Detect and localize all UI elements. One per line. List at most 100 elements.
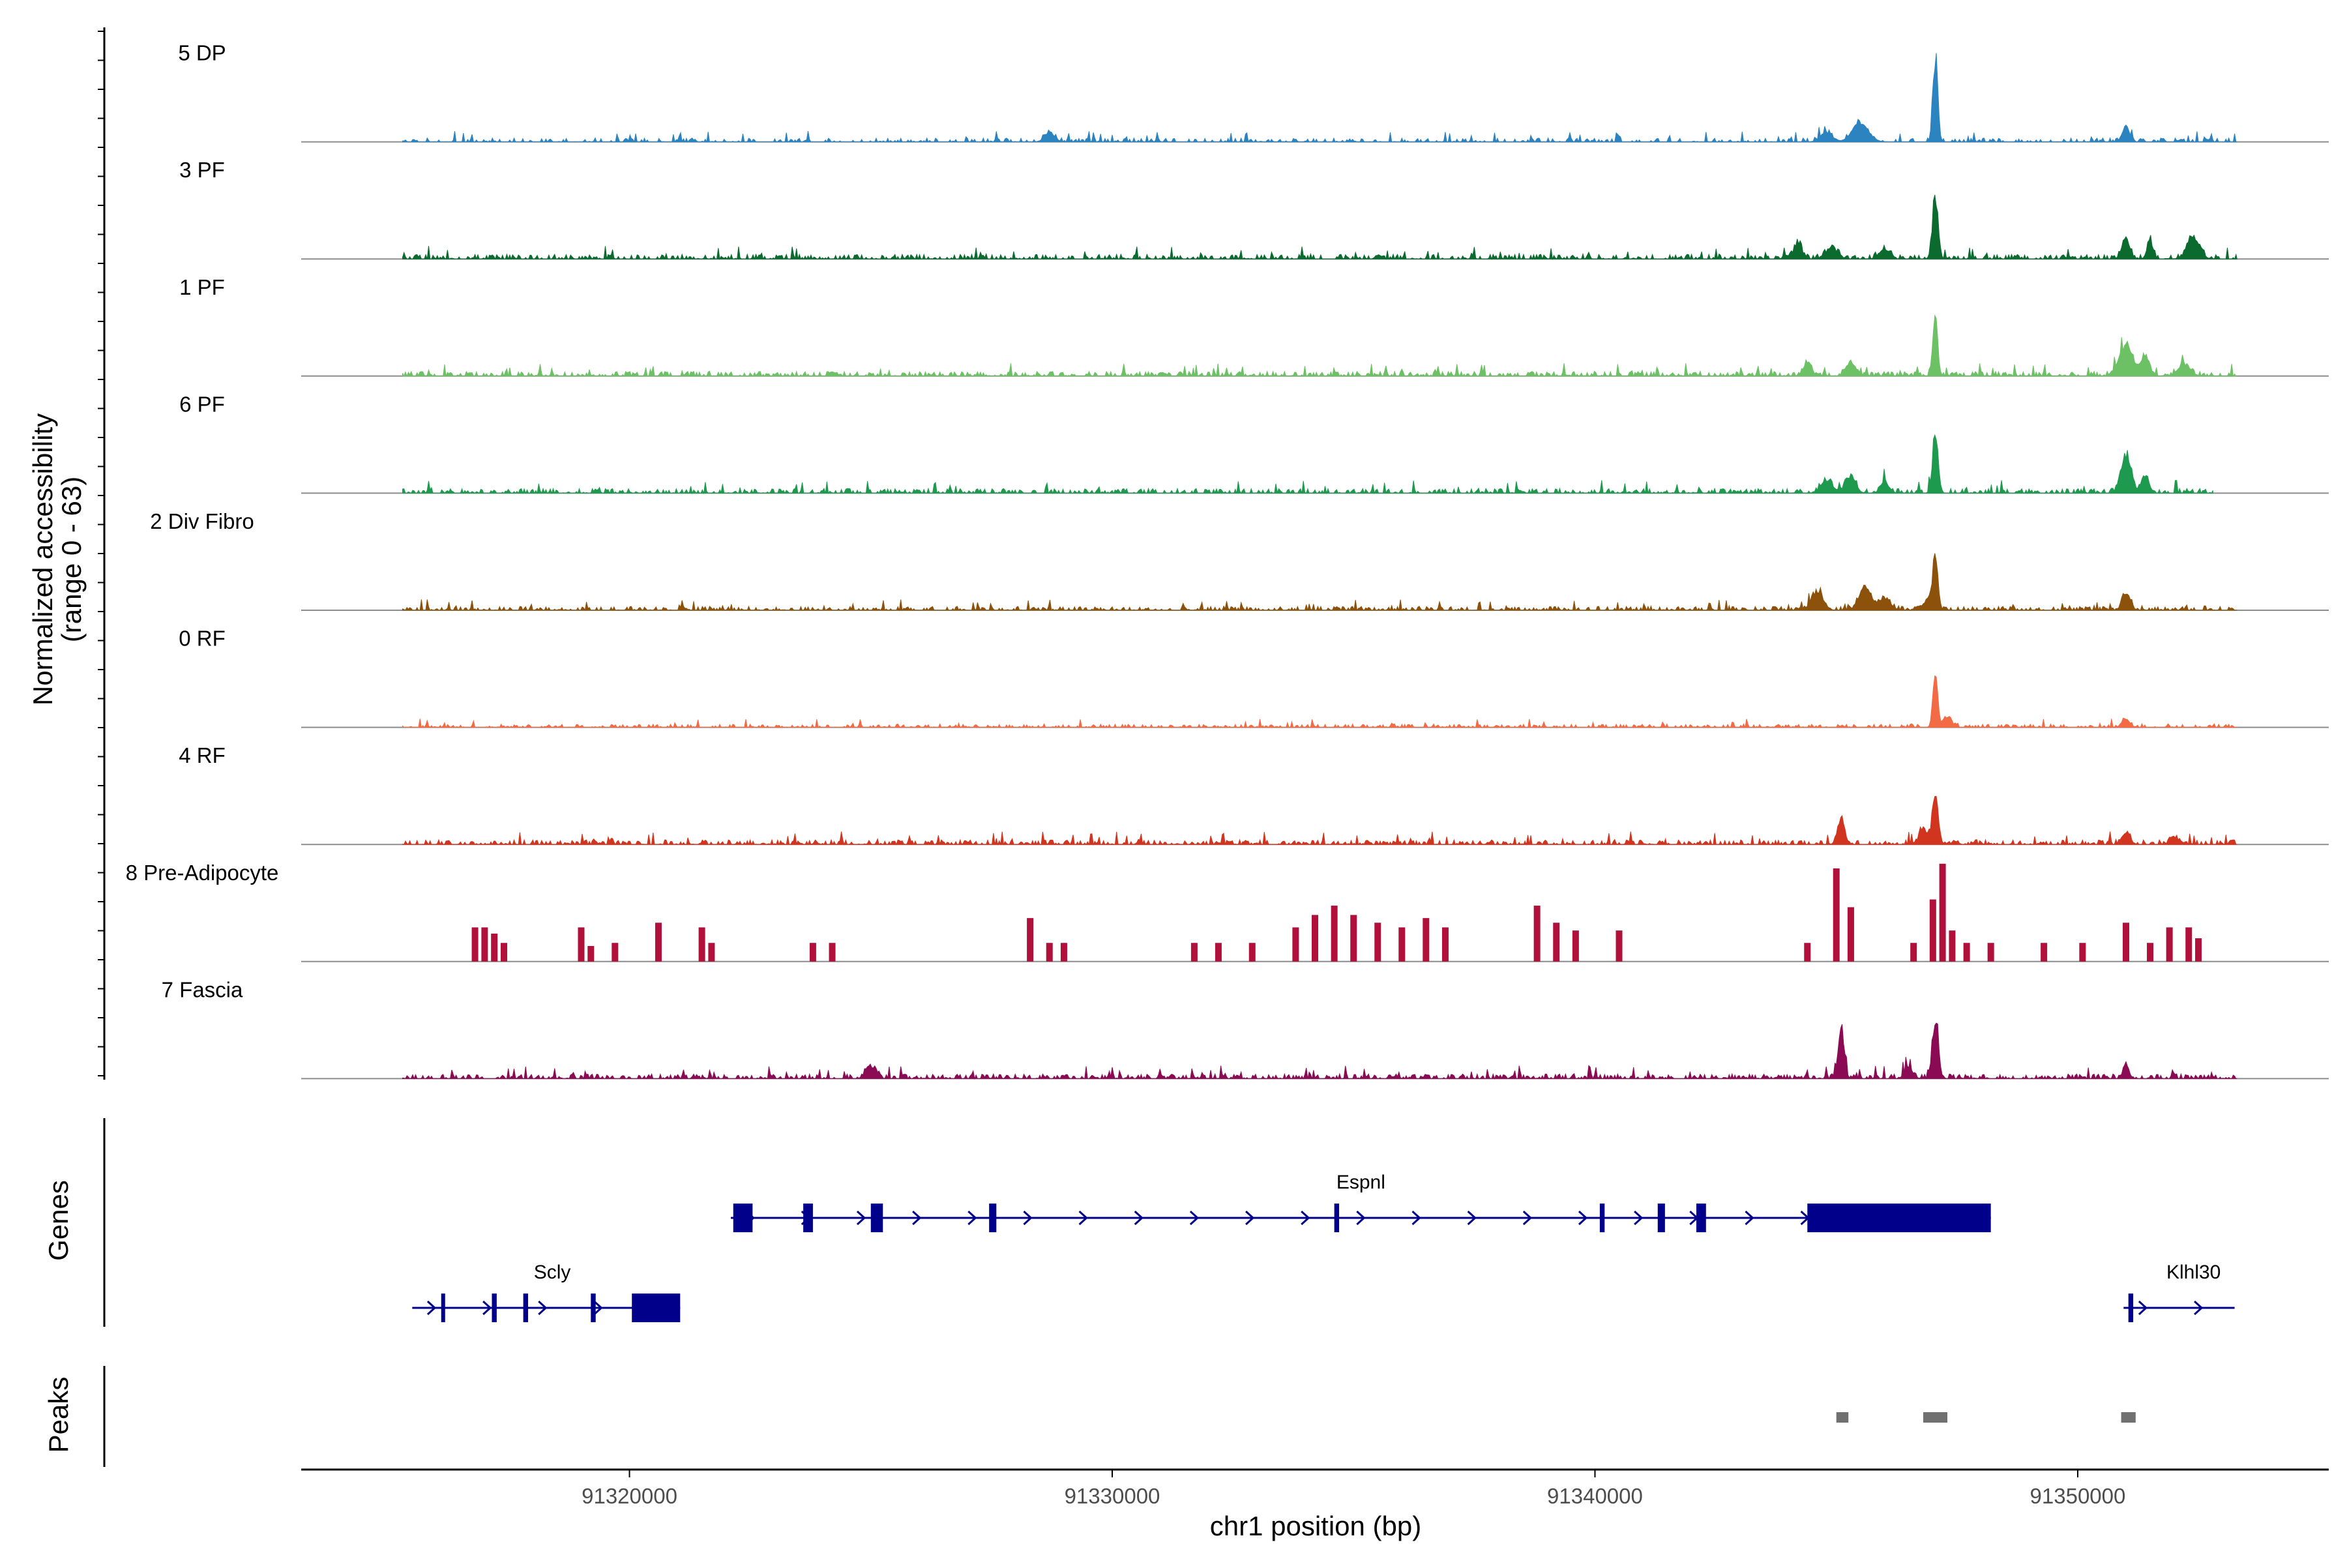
gene-label: Klhl30 — [2166, 1262, 2221, 1283]
track-8-pre-adipocyte: 8 Pre-Adipocyte — [126, 861, 2329, 962]
strand-arrow — [1189, 1210, 1200, 1226]
coverage-area — [402, 675, 2237, 729]
coverage-bar — [1215, 943, 1222, 962]
strand-arrow — [1578, 1210, 1588, 1226]
coverage-tracks: 5 DP 3 PF 1 PF 6 PF 2 Div Fibro 0 RF 4 RF 8 Pre… — [98, 27, 2329, 1080]
coverage-bar — [1398, 927, 1406, 962]
strand-arrow — [912, 1210, 922, 1226]
coverage-bar — [587, 945, 595, 962]
track-label: 2 Div Fibro — [150, 509, 254, 533]
coverage-bar — [1312, 915, 1318, 962]
strand-arrow — [1078, 1210, 1088, 1226]
coverage-area — [402, 314, 2237, 377]
coverage-bar — [1939, 863, 1946, 962]
coverage-bar — [501, 943, 507, 962]
coverage-area — [402, 553, 2237, 612]
gene-exon — [1334, 1204, 1340, 1232]
gene-exon — [1696, 1204, 1706, 1232]
strand-arrow — [1522, 1210, 1533, 1226]
coverage-bar — [1441, 927, 1449, 962]
strand-arrow — [1245, 1210, 1255, 1226]
x-axis-title: chr1 position (bp) — [1210, 1511, 1422, 1541]
gene-exon — [870, 1204, 883, 1232]
strand-arrow — [1301, 1210, 1310, 1226]
coverage-bar — [1350, 915, 1357, 962]
coverage-bar — [1616, 930, 1623, 962]
coverage-bar — [698, 927, 705, 962]
coverage-bar — [1190, 943, 1198, 962]
strand-arrow — [856, 1210, 866, 1226]
y-axis-title-line1: Normalized accessibility — [27, 413, 58, 705]
y-axis-title-line2: (range 0 - 63) — [56, 477, 87, 642]
gene-exon — [2128, 1294, 2134, 1322]
gene-exon — [632, 1294, 681, 1322]
strand-arrow — [1134, 1210, 1144, 1226]
track-6-pf: 6 PF — [179, 392, 2329, 495]
coverage-bar — [1847, 907, 1854, 962]
track-0-rf: 0 RF — [179, 627, 2329, 729]
track-label: 7 Fascia — [162, 977, 243, 1001]
coverage-bar — [1046, 943, 1053, 962]
gene-exon — [1807, 1204, 1991, 1232]
coverage-bar — [2195, 938, 2202, 962]
peaks-panel — [103, 1366, 2136, 1467]
coverage-bar — [1963, 943, 1970, 962]
strand-arrow — [482, 1300, 492, 1316]
x-axis: 91320000 91330000 91340000 91350000 — [301, 1468, 2329, 1508]
strand-arrow — [2138, 1300, 2148, 1316]
coverage-area — [402, 194, 2237, 261]
peak-block — [2121, 1412, 2136, 1423]
peak-block — [1923, 1412, 1948, 1423]
gene-label: Espnl — [1336, 1172, 1385, 1193]
coverage-bar — [708, 943, 715, 962]
genes-axis-title: Genes — [43, 1180, 74, 1261]
coverage-bar — [491, 933, 498, 962]
coverage-bar — [2041, 943, 2048, 962]
track-2-div-fibro: 2 Div Fibro — [150, 509, 2329, 612]
peak-block — [1836, 1412, 1849, 1423]
strand-arrow — [1745, 1210, 1754, 1226]
x-tick-label: 91320000 — [582, 1484, 677, 1508]
track-3-pf: 3 PF — [179, 158, 2329, 261]
coverage-bar — [2123, 923, 2129, 962]
gene-exon — [523, 1294, 529, 1322]
coverage-bar — [2079, 943, 2086, 962]
strand-arrow — [1467, 1210, 1477, 1226]
coverage-bar — [1374, 923, 1381, 962]
coverage-bar — [829, 943, 836, 962]
coverage-bar — [1987, 943, 1994, 962]
coverage-bar — [1949, 930, 1956, 962]
gene-exon — [1599, 1204, 1605, 1232]
gene-exon — [1657, 1204, 1665, 1232]
coverage-bar — [1910, 943, 1917, 962]
coverage-bar — [2185, 927, 2192, 962]
coverage-bar — [1331, 906, 1338, 962]
gene-label: Scly — [534, 1262, 571, 1283]
coverage-area — [402, 1022, 2237, 1080]
coverage-bar — [1292, 927, 1299, 962]
x-tick-label: 91340000 — [1547, 1484, 1643, 1508]
gene-annotation-panel: Espnl Scly Klhl30 — [103, 1118, 2235, 1327]
gene-scly: Scly — [412, 1262, 681, 1322]
coverage-bar — [1248, 943, 1256, 962]
coverage-bar — [1804, 943, 1811, 962]
coverage-bar — [1027, 918, 1034, 962]
track-4-rf: 4 RF — [179, 743, 2329, 846]
track-1-pf: 1 PF — [179, 275, 2329, 377]
track-5-dp: 5 DP — [178, 41, 2329, 143]
track-7-fascia: 7 Fascia — [162, 977, 2329, 1080]
coverage-bar — [2147, 943, 2154, 962]
coverage-bar — [809, 943, 816, 962]
track-label: 6 PF — [179, 392, 225, 416]
gene-exon — [803, 1204, 813, 1232]
track-label: 8 Pre-Adipocyte — [126, 861, 279, 885]
coverage-bar — [612, 943, 619, 962]
coverage-bar — [1833, 868, 1840, 962]
peaks-axis-title: Peaks — [43, 1377, 74, 1453]
coverage-bar — [481, 927, 488, 962]
coverage-bar — [2166, 927, 2173, 962]
gene-exon — [733, 1204, 753, 1232]
strand-arrow — [593, 1300, 603, 1316]
track-label: 0 RF — [179, 627, 226, 651]
